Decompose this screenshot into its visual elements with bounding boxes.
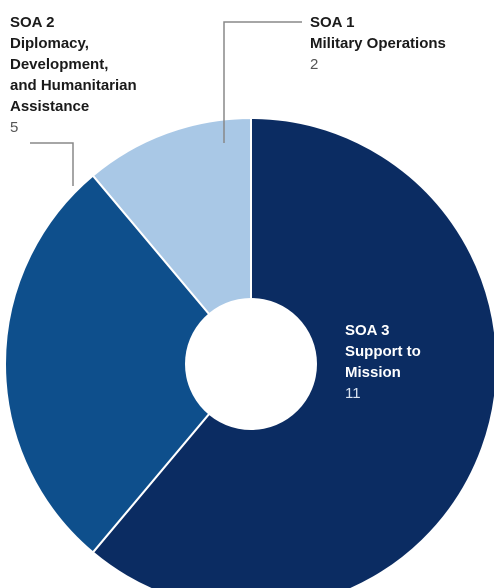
value-soa2: 5 bbox=[10, 119, 19, 136]
label-soa3-line-2: Support to bbox=[345, 343, 421, 360]
value-soa3: 11 bbox=[345, 385, 361, 402]
label-soa2-line-4: and Humanitarian bbox=[10, 77, 137, 94]
label-soa1: SOA 1 Military Operations 2 bbox=[310, 12, 446, 75]
label-soa2-line-1: SOA 2 bbox=[10, 14, 55, 31]
label-soa1-line-1: SOA 1 bbox=[310, 14, 355, 31]
label-soa2: SOA 2 Diplomacy, Development, and Humani… bbox=[10, 12, 137, 138]
slice-soa2 bbox=[4, 174, 253, 554]
label-soa3: SOA 3 Support to Mission 11 bbox=[345, 320, 421, 404]
label-soa2-line-2: Diplomacy, bbox=[10, 35, 89, 52]
label-soa2-line-3: Development, bbox=[10, 56, 109, 73]
leader-line-soa1 bbox=[223, 21, 302, 143]
label-soa1-line-2: Military Operations bbox=[310, 35, 446, 52]
value-soa1: 2 bbox=[310, 56, 319, 73]
label-soa3-line-1: SOA 3 bbox=[345, 322, 390, 339]
slice-soa1 bbox=[91, 116, 252, 367]
label-soa3-line-3: Mission bbox=[345, 364, 401, 381]
label-soa2-line-5: Assistance bbox=[10, 98, 90, 115]
leader-line-soa2 bbox=[30, 142, 74, 186]
donut-hole bbox=[185, 298, 317, 430]
